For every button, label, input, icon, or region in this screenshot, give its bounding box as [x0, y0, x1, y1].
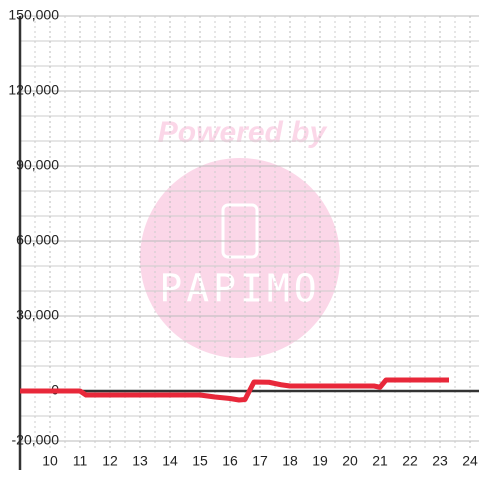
x-tick-label: 13	[132, 453, 148, 469]
x-tick-label: 19	[312, 453, 328, 469]
x-tick-label: 15	[192, 453, 208, 469]
x-tick-label: 14	[162, 453, 178, 469]
x-tick-label: 16	[222, 453, 238, 469]
watermark-icon	[221, 203, 259, 259]
y-tick-label: 30,000	[16, 307, 59, 323]
x-tick-label: 21	[372, 453, 388, 469]
x-tick-label: 24	[462, 453, 478, 469]
grid	[20, 15, 479, 449]
x-tick-label: 18	[282, 453, 298, 469]
y-tick-label: 60,000	[16, 232, 59, 248]
plot: -20,000030,00060,00090,000120,000150,000…	[8, 7, 479, 470]
y-tick-label: 120,000	[8, 82, 59, 98]
x-tick-label: 10	[42, 453, 58, 469]
watermark-brand: PAPIMO	[159, 267, 320, 311]
x-tick-label: 11	[73, 453, 88, 469]
x-tick-label: 17	[252, 453, 268, 469]
series-line	[20, 377, 449, 403]
x-tick-label: 12	[102, 453, 118, 469]
x-tick-label: 20	[342, 453, 358, 469]
y-tick-label: 90,000	[16, 157, 59, 173]
x-tick-label: 22	[402, 453, 418, 469]
y-tick-label: -20,000	[12, 432, 60, 448]
y-tick-label: 150,000	[8, 7, 59, 23]
x-tick-label: 23	[432, 453, 448, 469]
watermark-title: Powered by	[158, 116, 328, 149]
